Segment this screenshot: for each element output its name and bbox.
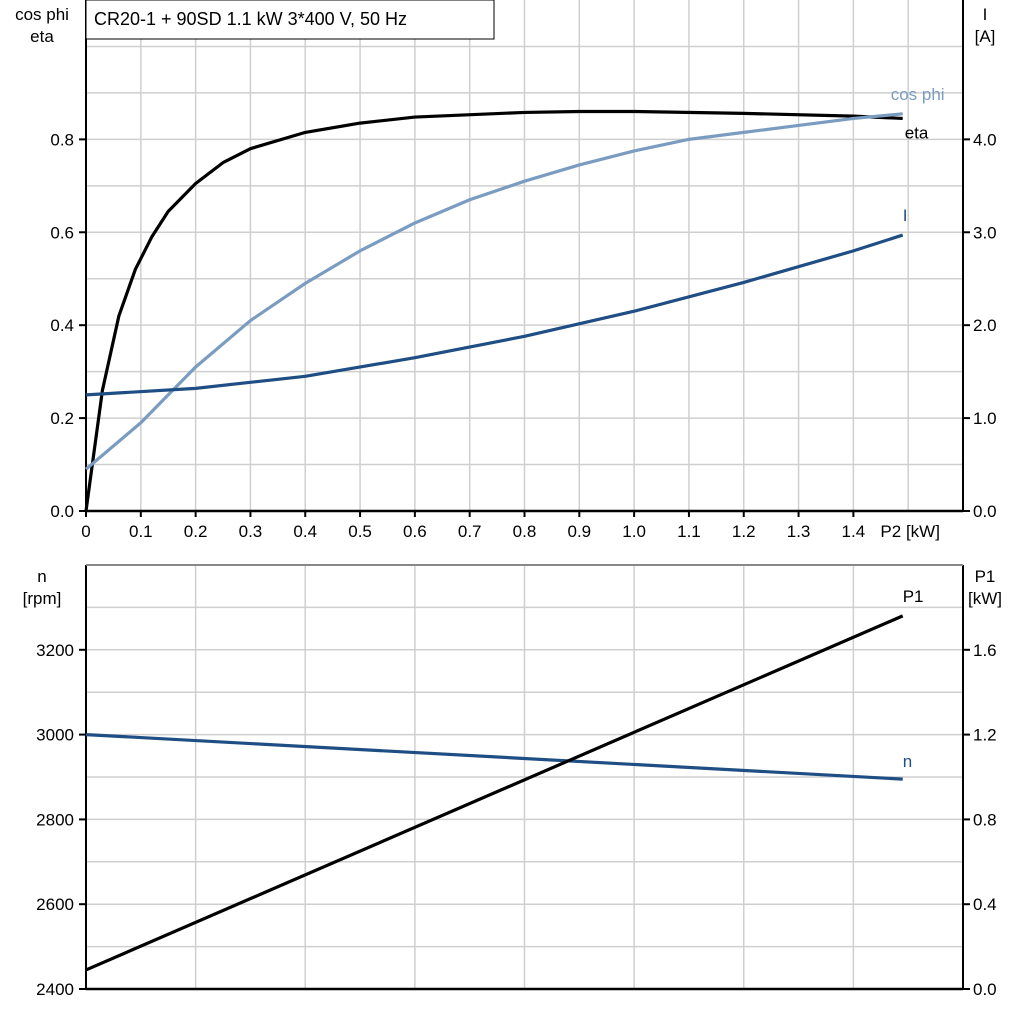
series-label-P1: P1 [903,587,924,606]
y-tick-label-right: 0.4 [973,895,997,914]
series-label-cos-phi: cos phi [891,85,945,104]
y-tick-label-left: 0.0 [50,502,74,521]
x-tick-label: 1.1 [677,522,701,541]
y-tick-label-left: 0.8 [50,130,74,149]
y-tick-label-right: 0.8 [973,810,997,829]
y-axis-label-left: [rpm] [23,589,62,608]
series-label-eta: eta [905,123,929,142]
x-axis-label: P2 [kW] [880,522,940,541]
x-tick-label: 1.0 [622,522,646,541]
series-line-eta [84,109,903,512]
x-tick-label: 1.3 [787,522,811,541]
x-tick-label: 0.2 [184,522,208,541]
x-tick-label: 0.6 [403,522,427,541]
x-tick-label: 0.3 [239,522,263,541]
x-tick-label: 0.7 [458,522,482,541]
y-tick-label-right: 0.0 [973,980,997,999]
x-tick-label: 0 [81,522,90,541]
x-tick-label: 1.4 [842,522,866,541]
y-tick-label-left: 3000 [36,726,74,745]
y-tick-label-left: 0.4 [50,316,74,335]
y-axis-label-left: cos phi [15,5,69,24]
chart-title: CR20-1 + 90SD 1.1 kW 3*400 V, 50 Hz [94,9,407,29]
y-tick-label-left: 2400 [36,980,74,999]
series-line-P1 [85,614,904,972]
x-tick-label: 1.2 [732,522,756,541]
bottom-chart: 2400 2600 2800 3000 3200 0.0 0.4 0.8 1.2 1.6 n [rpm… [23,564,1002,999]
top-chart: 0.0 0.2 0.4 0.6 0.8 0.0 1.0 2.0 3.0 4.0 0 0.1 0.2 0.3… [15,0,997,541]
y-tick-label-left: 0.6 [50,223,74,242]
y-tick-label-right: 3.0 [973,223,997,242]
y-tick-label-left: 0.2 [50,409,74,428]
y-tick-label-right: 1.0 [973,409,997,428]
y-axis-label-left: eta [30,27,54,46]
series-line-cos-phi [84,112,903,471]
x-tick-label: 0.8 [513,522,537,541]
series-line-I [85,233,904,397]
x-tick-label: 0.4 [293,522,317,541]
series-line-n [85,733,903,781]
y-tick-label-right: 1.6 [973,641,997,660]
x-tick-label: 0.1 [129,522,153,541]
series-label-I: I [903,206,908,225]
y-tick-label-right: 0.0 [973,502,997,521]
x-tick-label: 0.9 [567,522,591,541]
y-tick-label-right: 1.2 [973,726,997,745]
y-tick-label-left: 2600 [36,895,74,914]
y-axis-label-right: P1 [975,567,996,586]
y-tick-label-right: 2.0 [973,316,997,335]
y-axis-label-left: n [37,567,46,586]
series-label-n: n [903,752,912,771]
y-tick-label-right: 4.0 [973,130,997,149]
y-axis-label-right: [kW] [968,589,1002,608]
x-tick-label: 0.5 [348,522,372,541]
y-tick-label-left: 3200 [36,641,74,660]
title-box [85,0,495,40]
y-tick-label-left: 2800 [36,810,74,829]
y-axis-label-right: I [983,5,988,24]
y-axis-label-right: [A] [975,27,996,46]
